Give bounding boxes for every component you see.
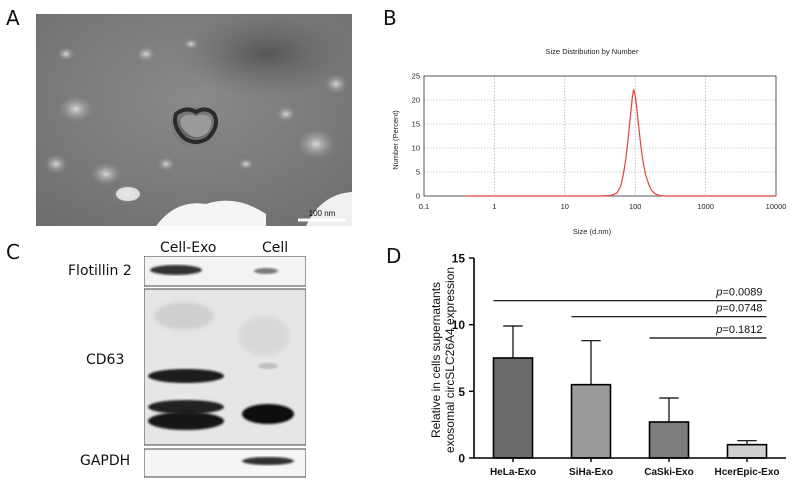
x-tick-label: 10000 xyxy=(766,202,787,211)
panel-c-letter: C xyxy=(6,240,20,264)
bar xyxy=(570,383,612,459)
p-value-label: p=0.0089 xyxy=(715,287,762,299)
y-tick-labels: 0 5 10 15 20 25 xyxy=(412,72,420,201)
expression-bar-chart: Relative in cells supernatants exosomal … xyxy=(429,252,786,478)
panel-a-letter: A xyxy=(6,6,20,30)
x-tick-label: 0.1 xyxy=(419,202,429,211)
series-line xyxy=(466,89,776,197)
y-axis-label-line-2: exosomal circSLC26A4 expression xyxy=(443,267,457,453)
y-tick-label: 15 xyxy=(412,120,420,129)
y-tick-label: 0 xyxy=(458,452,465,466)
y-tick-label: 20 xyxy=(412,96,420,105)
y-tick-label: 25 xyxy=(412,72,420,81)
y-tick-label: 10 xyxy=(412,144,420,153)
y-tick-label: 5 xyxy=(416,168,420,177)
chart-axes xyxy=(423,75,777,197)
y-tick-labels: 0 5 10 15 xyxy=(452,252,466,466)
bar xyxy=(726,443,768,459)
plot-frame xyxy=(423,75,777,197)
chart-grid xyxy=(423,75,777,197)
scale-bar-label: 100 nm xyxy=(309,209,336,218)
x-tick-label: HcerEpic-Exo xyxy=(714,467,779,478)
x-tick-label: 10 xyxy=(561,202,569,211)
band-label-cd63: CD63 xyxy=(86,352,125,368)
bar xyxy=(492,357,534,459)
p-value-label: p=0.1812 xyxy=(715,324,762,336)
tem-micrograph: 100 nm xyxy=(36,14,352,226)
y-tick-label: 5 xyxy=(458,385,465,399)
size-distribution-chart: Size Distribution by Number 0.1 1 10 100 100… xyxy=(391,47,787,236)
x-tick-label: 1 xyxy=(492,202,496,211)
panel-b-letter: B xyxy=(383,6,397,30)
y-axis-label: Number (Percent) xyxy=(391,110,400,170)
x-tick-label: CaSki-Exo xyxy=(644,467,693,478)
significance-annotations: p=0.0089 p=0.0748 p=0.1812 xyxy=(493,287,767,339)
x-tick-label: 1000 xyxy=(697,202,714,211)
lane-label-cell: Cell xyxy=(262,240,289,256)
blot-image xyxy=(144,256,306,478)
panel-d-letter: D xyxy=(386,244,402,268)
y-tick-label: 10 xyxy=(452,318,466,332)
p-value-label: p=0.0748 xyxy=(715,303,762,315)
error-bars xyxy=(503,325,757,445)
x-tick-label: HeLa-Exo xyxy=(490,467,536,478)
bars xyxy=(492,357,768,459)
x-axis-label: Size (d.nm) xyxy=(573,227,612,236)
band-label-flotillin: Flotillin 2 xyxy=(68,263,132,279)
bar xyxy=(648,421,690,459)
y-axis-label-line-1: Relative in cells supernatants xyxy=(429,282,443,438)
y-tick-label: 0 xyxy=(416,192,420,201)
x-tick-label: SiHa-Exo xyxy=(569,467,613,478)
band-label-gapdh: GAPDH xyxy=(80,453,131,469)
x-tick-labels: 0.1 1 10 100 1000 10000 xyxy=(419,202,787,211)
x-tick-labels: HeLa-Exo SiHa-Exo CaSki-Exo HcerEpic-Exo xyxy=(490,467,780,478)
x-tick-label: 100 xyxy=(629,202,642,211)
chart-title: Size Distribution by Number xyxy=(546,47,639,56)
chart-axes xyxy=(469,257,786,462)
y-tick-label: 15 xyxy=(452,252,466,266)
lane-label-cell-exo: Cell-Exo xyxy=(160,240,217,256)
